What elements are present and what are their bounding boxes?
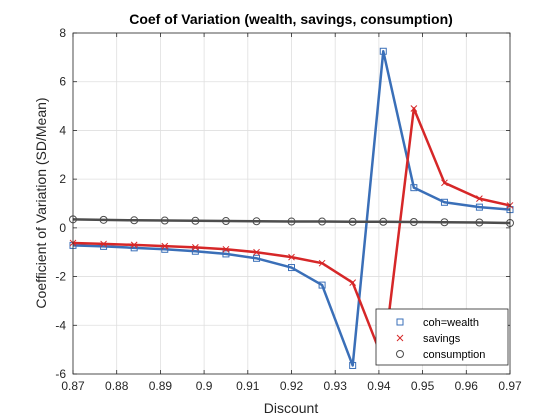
x-tick-label: 0.92 <box>280 379 304 393</box>
data-point-consumption <box>475 218 484 227</box>
data-point-savings <box>410 105 418 112</box>
data-point-savings <box>476 195 483 202</box>
legend-label-savings: savings <box>423 333 461 345</box>
legend-label-consumption: consumption <box>423 349 485 361</box>
data-point-savings <box>130 241 138 249</box>
legend-marker-savings <box>396 334 404 342</box>
legend-label-coh-wealth: coh=wealth <box>423 317 479 329</box>
y-tick-label: -6 <box>55 367 66 381</box>
x-tick-label: 0.93 <box>324 379 348 393</box>
data-point-consumption <box>130 216 139 225</box>
data-point-savings <box>100 240 107 248</box>
data-point-consumption <box>191 216 200 225</box>
data-point-consumption <box>440 218 449 227</box>
x-tick-label: 0.89 <box>149 379 173 393</box>
y-tick-label: -2 <box>55 270 66 284</box>
data-point-consumption <box>221 217 230 226</box>
x-tick-label: 0.94 <box>367 379 391 393</box>
data-point-consumption <box>409 218 418 227</box>
data-point-savings <box>441 179 448 187</box>
data-point-consumption <box>348 217 357 226</box>
series-layer <box>69 47 514 369</box>
data-point-consumption <box>379 217 388 226</box>
x-tick-label: 0.9 <box>196 379 213 393</box>
y-tick-label: 4 <box>59 123 66 137</box>
data-point-savings <box>288 253 295 261</box>
y-axis-label: Coefficient of Variation (SD/Mean) <box>33 97 49 308</box>
y-ticks: -6 -4 -2 0 2 4 6 8 <box>55 26 510 381</box>
x-ticks: 0.87 0.88 0.89 0.9 0.91 0.92 0.93 0.94 0.95 0.96 0… <box>61 33 522 393</box>
series-consumption <box>69 215 514 227</box>
data-point-coh-wealth <box>475 203 483 211</box>
x-tick-label: 0.91 <box>236 379 260 393</box>
data-point-consumption <box>252 217 261 226</box>
data-point-coh-wealth <box>318 281 326 289</box>
data-point-coh-wealth <box>288 264 295 272</box>
x-tick-label: 0.97 <box>498 379 522 393</box>
data-point-consumption <box>318 217 327 226</box>
chart-title: Coef of Variation (wealth, savings, cons… <box>129 11 453 27</box>
data-point-savings <box>192 243 199 251</box>
data-point-coh-wealth <box>222 250 230 258</box>
x-tick-label: 0.95 <box>411 379 435 393</box>
y-tick-label: 2 <box>59 172 66 186</box>
data-point-coh-wealth <box>349 361 357 369</box>
legend-marker-consumption <box>396 350 404 358</box>
y-tick-label: 0 <box>59 221 66 235</box>
data-point-consumption <box>160 216 169 225</box>
series-line-coh-wealth <box>72 50 511 367</box>
x-axis-label: Discount <box>264 400 319 416</box>
y-tick-label: -4 <box>55 318 66 332</box>
data-point-savings <box>318 259 326 267</box>
x-tick-label: 0.88 <box>105 379 129 393</box>
legend-marker-coh-wealth <box>396 318 404 326</box>
data-point-coh-wealth <box>440 198 448 206</box>
data-point-savings <box>253 248 260 256</box>
series-line-consumption <box>72 218 511 225</box>
data-point-consumption <box>287 217 296 226</box>
data-point-savings <box>161 242 169 250</box>
y-tick-label: 6 <box>59 75 66 89</box>
x-tick-label: 0.87 <box>61 379 85 393</box>
legend-box <box>375 308 509 366</box>
data-point-coh-wealth <box>410 184 418 192</box>
data-point-savings <box>349 279 357 287</box>
x-tick-label: 0.96 <box>455 379 479 393</box>
data-point-consumption <box>99 215 108 224</box>
legend: coh=wealth savings consumption <box>375 308 509 366</box>
y-tick-label: 8 <box>59 26 66 40</box>
data-point-coh-wealth <box>253 254 261 262</box>
data-point-savings <box>222 245 230 253</box>
data-point-coh-wealth <box>379 47 387 55</box>
